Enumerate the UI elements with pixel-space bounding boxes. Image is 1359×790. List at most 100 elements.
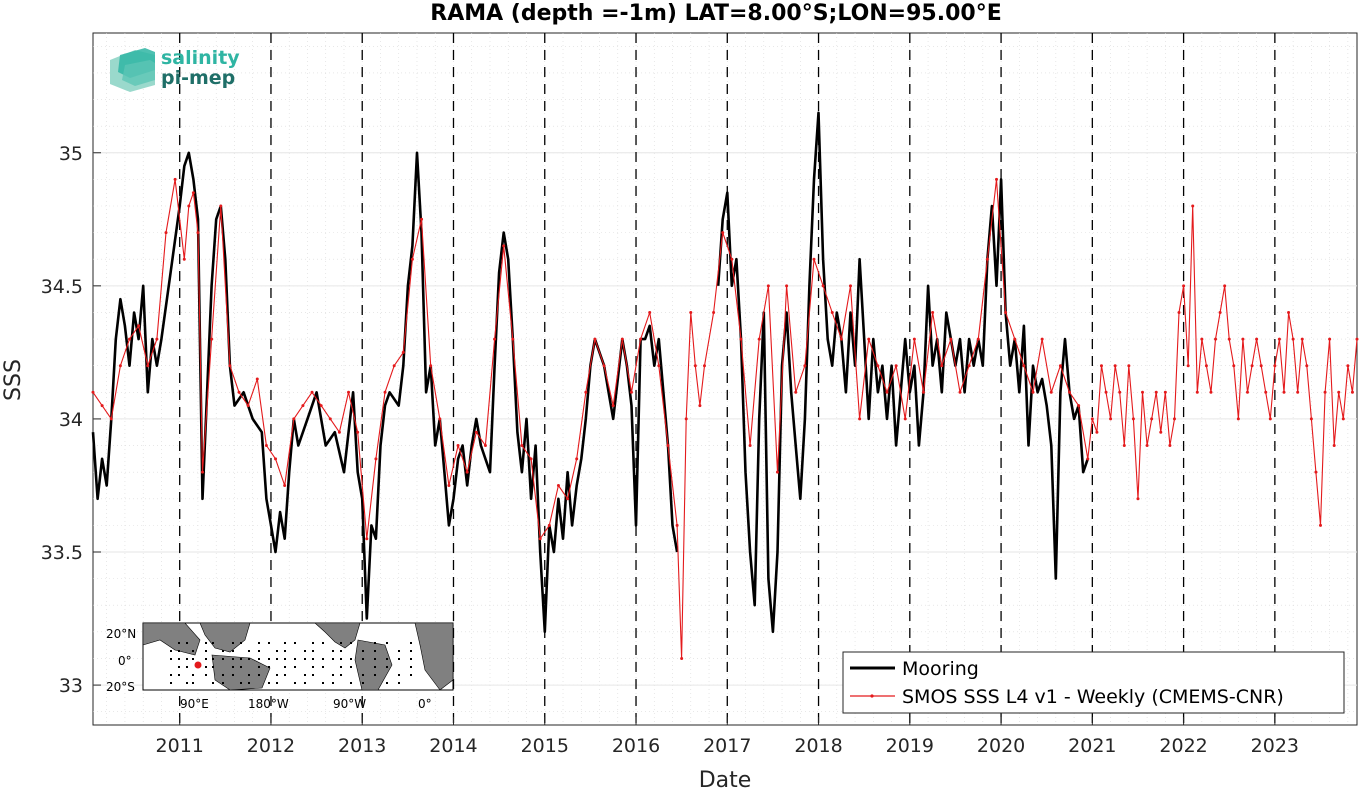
point-smos — [1282, 390, 1286, 394]
point-smos — [1273, 364, 1277, 368]
point-smos — [639, 337, 643, 341]
point-smos — [1337, 390, 1341, 394]
point-smos — [1209, 390, 1213, 394]
point-smos — [657, 364, 661, 368]
inset-map-dot — [398, 682, 400, 684]
inset-map-dot — [304, 674, 306, 676]
point-smos — [593, 337, 597, 341]
inset-map-dot — [322, 642, 324, 644]
point-smos — [319, 404, 323, 408]
series-line-mooring — [91, 151, 679, 634]
point-smos — [547, 523, 551, 527]
point-smos — [511, 337, 515, 341]
inset-map-dot — [374, 666, 376, 668]
salinity-pimep-logo: salinity pi-mep — [110, 47, 240, 92]
point-smos — [995, 177, 999, 181]
point-smos — [912, 337, 916, 341]
y-axis-label: SSS — [1, 359, 26, 401]
inset-map-dot — [248, 674, 250, 676]
inset-map-dot — [312, 674, 314, 676]
point-smos — [310, 390, 314, 394]
point-smos — [848, 284, 852, 288]
x-tick-label: 2020 — [977, 735, 1025, 757]
inset-map-dot — [362, 650, 364, 652]
point-smos — [474, 430, 478, 434]
point-smos — [556, 483, 560, 487]
inset-map-dot — [362, 658, 364, 660]
point-smos — [985, 257, 989, 261]
point-smos — [1268, 417, 1272, 421]
inset-map-dot — [340, 674, 342, 676]
point-smos — [1227, 337, 1231, 341]
inset-map-dot — [268, 658, 270, 660]
inset-map-dot — [332, 674, 334, 676]
inset-mooring-dots — [170, 642, 412, 684]
point-smos — [164, 231, 168, 235]
x-axis-ticks: 2011 2012 2013 2014 2015 2016 2017 2018 2019 2020… — [156, 717, 1299, 757]
inset-map-dot — [362, 674, 364, 676]
map-lat-label-20n: 20°N — [106, 627, 136, 641]
inset-map-dot — [322, 682, 324, 684]
inset-map-dot — [240, 658, 242, 660]
point-smos — [365, 537, 369, 541]
inset-map-dot — [284, 666, 286, 668]
point-smos — [456, 444, 460, 448]
inset-map-dot — [410, 666, 412, 668]
point-smos — [1296, 390, 1300, 394]
point-smos — [283, 483, 287, 487]
point-smos — [1109, 417, 1113, 421]
point-smos — [410, 257, 414, 261]
inset-map-dot — [232, 666, 234, 668]
inset-map-dot — [350, 666, 352, 668]
point-smos — [447, 483, 451, 487]
point-smos — [438, 417, 442, 421]
selected-mooring-marker — [194, 661, 202, 669]
point-smos — [903, 417, 907, 421]
point-smos — [812, 257, 816, 261]
inset-map-dot — [284, 674, 286, 676]
inset-map-dot — [205, 642, 207, 644]
legend-label-smos: SMOS SSS L4 v1 - Weekly (CMEMS-CNR) — [902, 686, 1284, 708]
inset-map-dot — [294, 682, 296, 684]
point-smos — [1136, 497, 1140, 501]
inset-map: 20°N 0° 20°S 90°E 180°W 90°W 0° — [106, 622, 454, 711]
point-smos — [730, 257, 734, 261]
minor-grid — [93, 33, 1357, 725]
point-smos — [246, 404, 250, 408]
point-smos — [1127, 364, 1131, 368]
point-smos — [1099, 364, 1103, 368]
map-lon-label-90w: 90°W — [333, 697, 366, 711]
series-line-mooring — [716, 111, 1090, 634]
point-smos — [712, 310, 716, 314]
point-smos — [766, 284, 770, 288]
point-smos — [584, 390, 588, 394]
point-smos — [401, 350, 405, 354]
point-smos — [739, 337, 743, 341]
inset-map-dot — [294, 642, 296, 644]
inset-map-dot — [312, 666, 314, 668]
point-smos — [328, 417, 332, 421]
inset-map-dot — [170, 650, 172, 652]
inset-map-dot — [212, 682, 214, 684]
point-smos — [1332, 444, 1336, 448]
inset-map-dot — [304, 658, 306, 660]
y-tick-label: 35 — [59, 143, 83, 165]
point-smos — [529, 457, 533, 461]
point-smos — [1086, 457, 1090, 461]
map-lon-label-90e: 90°E — [180, 697, 209, 711]
point-smos — [1346, 364, 1350, 368]
point-smos — [155, 337, 159, 341]
point-smos — [146, 364, 150, 368]
point-smos — [921, 390, 925, 394]
point-smos — [187, 204, 191, 208]
inset-map-dot — [340, 642, 342, 644]
chart-title: RAMA (depth =-1m) LAT=8.00°S;LON=95.00°E — [430, 1, 1001, 26]
point-smos — [301, 404, 305, 408]
point-smos — [702, 364, 706, 368]
y-tick-label: 33 — [59, 675, 83, 697]
point-smos — [693, 364, 697, 368]
x-axis-label: Date — [699, 768, 752, 790]
point-smos — [803, 364, 807, 368]
inset-map-dot — [212, 642, 214, 644]
inset-map-dot — [232, 674, 234, 676]
